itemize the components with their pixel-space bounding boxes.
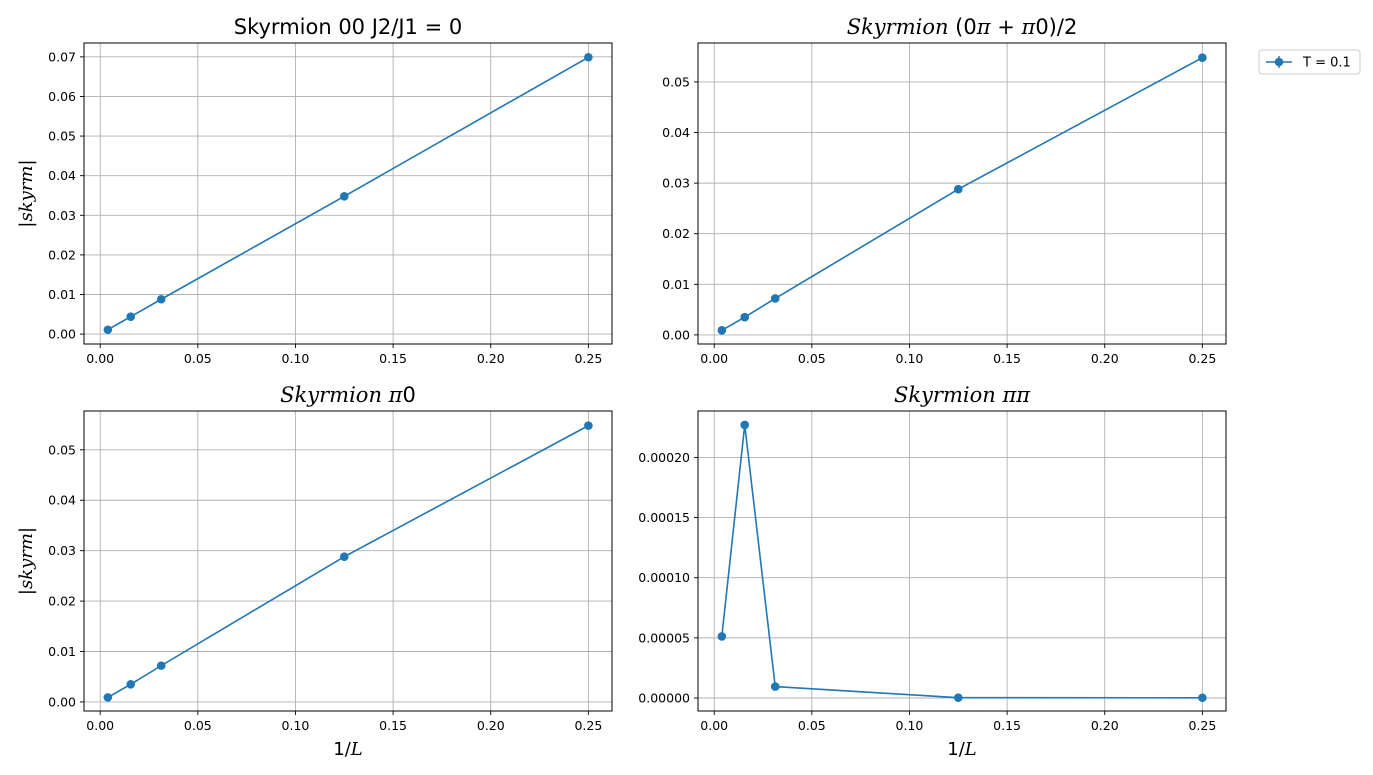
data-point: [717, 632, 727, 641]
y-tick-label: 0.04: [662, 125, 690, 140]
data-point: [717, 326, 727, 335]
subplot-1: 0.00 0.05 0.10 0.15 0.20 0.25 0.00 0.01 0.02 0.03…: [16, 15, 613, 366]
x-tick-label: 0.20: [1091, 351, 1119, 366]
y-tick-label: 0.00000: [638, 691, 690, 706]
data-point: [1198, 693, 1207, 703]
data-point: [339, 191, 349, 201]
x-tick-label: 0.00: [700, 351, 728, 366]
y-tick-label: 0.01: [48, 287, 76, 302]
y-tick-label: 0.00: [48, 694, 76, 709]
x-tick-label: 0.00: [86, 718, 114, 733]
data-point: [584, 421, 593, 430]
x-tick-label: 0.20: [477, 718, 505, 733]
y-tick-label: 0.04: [48, 493, 76, 508]
y-tick-label: 0.05: [662, 74, 690, 89]
axes-frame: [83, 42, 613, 345]
legend: T = 0.1: [1258, 49, 1361, 75]
y-tick-label: 0.02: [48, 594, 76, 609]
x-tick-label: 0.25: [1188, 718, 1216, 733]
subplot-title: Skyrmion (0π + π0)/2: [847, 15, 1078, 39]
x-tick-label: 0.15: [379, 718, 407, 733]
x-tick-label: 0.10: [282, 351, 310, 366]
axes-frame: [697, 410, 1227, 712]
x-tick-label: 0.15: [379, 351, 407, 366]
data-point: [126, 679, 136, 689]
y-tick-label: 0.06: [48, 89, 76, 104]
y-tick-label: 0.07: [48, 49, 76, 64]
series-line: [721, 424, 1203, 699]
x-tick-label: 0.25: [574, 351, 602, 366]
legend-frame: [1258, 49, 1361, 75]
axes-frame: [83, 410, 613, 712]
x-axis-label: 1/L: [333, 739, 362, 760]
x-tick-label: 0.00: [700, 718, 728, 733]
data-point: [103, 325, 113, 335]
data-point: [953, 184, 963, 194]
y-tick-label: 0.03: [662, 176, 690, 191]
legend-marker-swatch: [1274, 57, 1284, 67]
x-tick-label: 0.05: [184, 351, 212, 366]
series-line: [721, 56, 1203, 332]
data-point: [770, 682, 780, 691]
y-tick-label: 0.00005: [638, 630, 690, 645]
data-point: [584, 52, 593, 62]
data-point: [740, 312, 750, 322]
y-tick-label: 0.01: [48, 644, 76, 659]
y-tick-label: 0.04: [48, 168, 76, 183]
y-tick-label: 0.03: [48, 208, 76, 223]
y-tick-label: 0.01: [662, 277, 690, 292]
y-tick-label: 0.00015: [638, 510, 690, 525]
y-tick-label: 0.05: [48, 442, 76, 457]
x-tick-label: 0.20: [1091, 718, 1119, 733]
data-point: [156, 661, 166, 670]
data-point: [770, 294, 780, 303]
x-tick-label: 0.00: [86, 351, 114, 366]
x-tick-label: 0.05: [798, 718, 826, 733]
x-tick-label: 0.05: [798, 351, 826, 366]
data-point: [156, 294, 166, 304]
subplot-3: 0.00 0.05 0.10 0.15 0.20 0.25 0.00 0.01 0.02 0.03…: [16, 383, 613, 760]
y-tick-label: 0.00: [662, 327, 690, 342]
x-tick-label: 0.15: [993, 718, 1021, 733]
x-tick-label: 0.15: [993, 351, 1021, 366]
x-tick-label: 0.10: [282, 718, 310, 733]
data-point: [1198, 53, 1207, 62]
y-tick-label: 0.00020: [638, 450, 690, 465]
subplot-2: 0.00 0.05 0.10 0.15 0.20 0.25 0.00 0.01 0.02 0.03…: [662, 15, 1227, 366]
y-axis-label: |skyrm|: [16, 527, 37, 595]
subplot-4: 0.00 0.05 0.10 0.15 0.20 0.25 0.00000 0.00005 0.…: [638, 383, 1227, 760]
axes-frame: [697, 42, 1227, 345]
x-tick-label: 0.10: [896, 718, 924, 733]
x-tick-label: 0.25: [1188, 351, 1216, 366]
y-axis-label: |skyrm|: [16, 159, 37, 227]
y-tick-label: 0.02: [662, 226, 690, 241]
y-tick-label: 0.02: [48, 247, 76, 262]
x-tick-label: 0.05: [184, 718, 212, 733]
legend-label: T = 0.1: [1302, 56, 1351, 71]
data-point: [103, 693, 113, 702]
data-point: [339, 552, 349, 562]
data-point: [126, 312, 136, 321]
subplot-title: Skyrmion π0: [280, 383, 416, 407]
x-tick-label: 0.25: [574, 718, 602, 733]
x-tick-label: 0.20: [477, 351, 505, 366]
y-tick-label: 0.03: [48, 543, 76, 558]
subplot-title: Skyrmion 00 J2/J1 = 0: [234, 15, 462, 39]
series-line: [107, 424, 589, 699]
y-tick-label: 0.00: [48, 327, 76, 342]
data-point: [953, 693, 963, 702]
x-axis-label: 1/L: [947, 739, 976, 760]
y-tick-label: 0.05: [48, 129, 76, 144]
y-tick-label: 0.00010: [638, 570, 690, 585]
x-tick-label: 0.10: [896, 351, 924, 366]
data-point: [740, 420, 750, 430]
series-line: [107, 56, 589, 331]
subplot-title: Skyrmion ππ: [894, 383, 1031, 407]
